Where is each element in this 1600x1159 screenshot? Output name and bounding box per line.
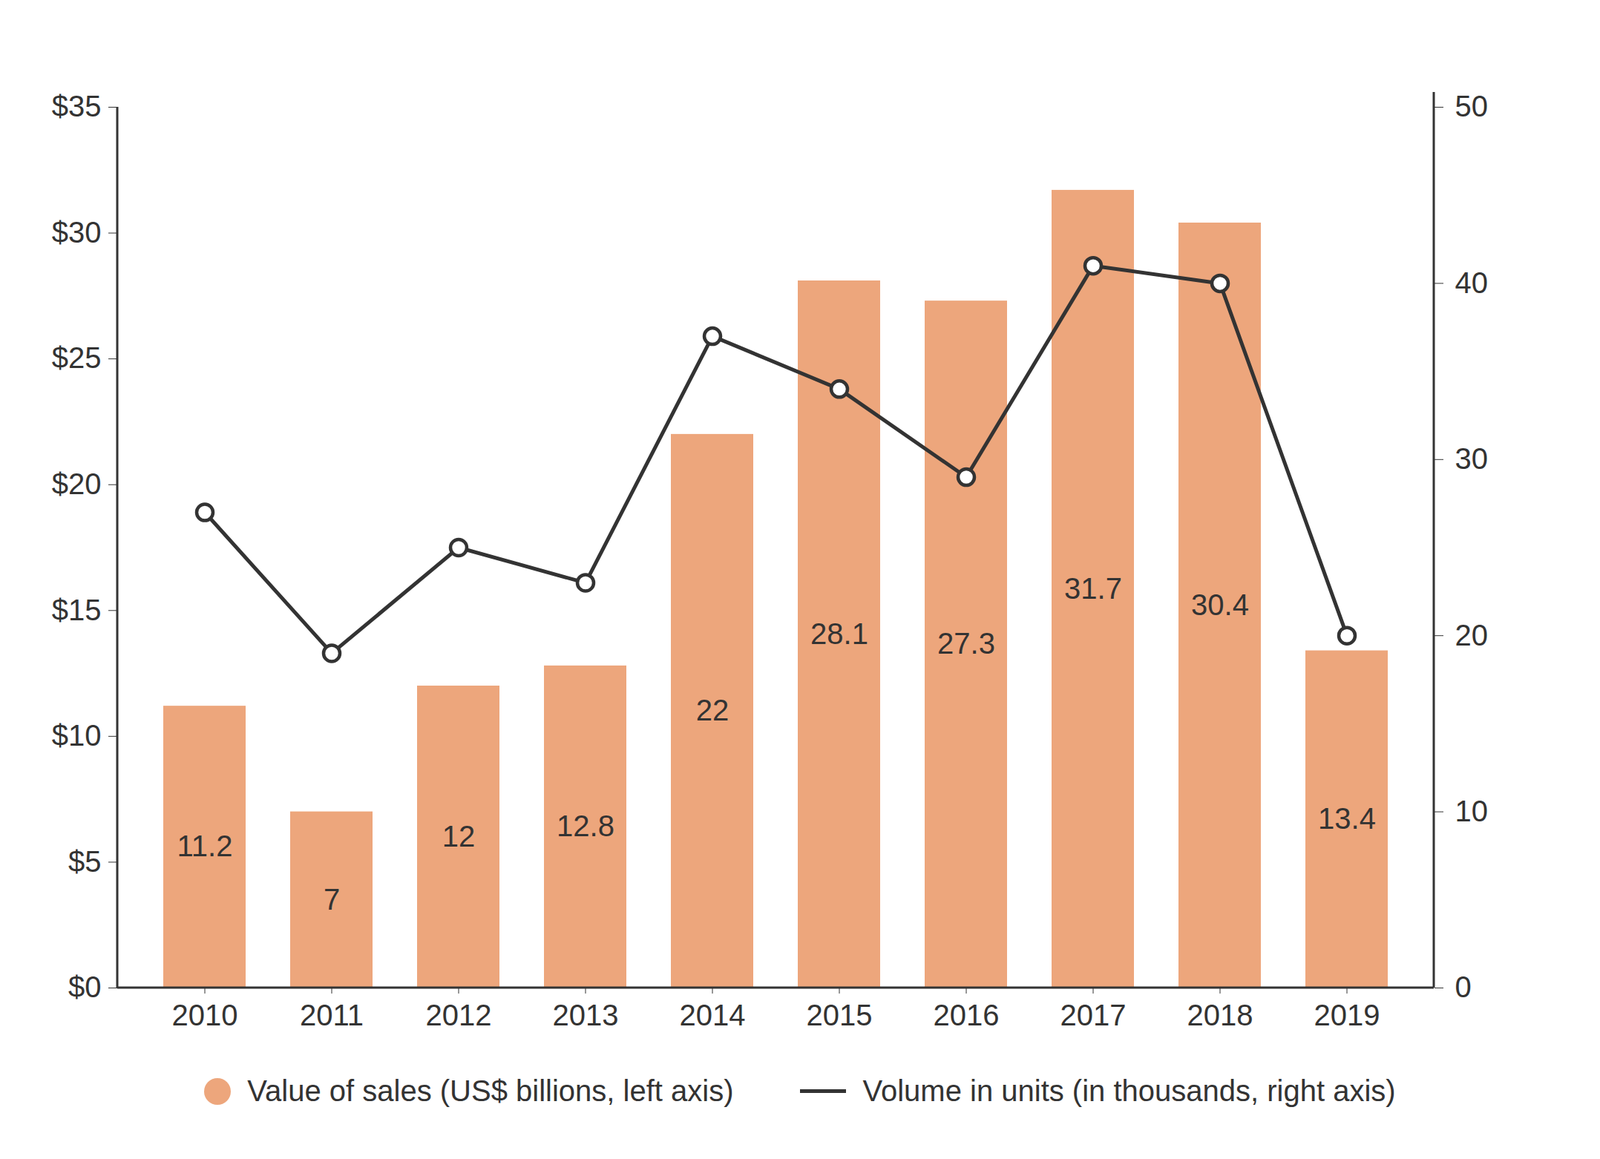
svg-text:0: 0 bbox=[1455, 970, 1472, 1004]
svg-text:2015: 2015 bbox=[806, 998, 873, 1032]
svg-text:2018: 2018 bbox=[1187, 998, 1254, 1032]
svg-text:$20: $20 bbox=[51, 467, 102, 501]
svg-text:28.1: 28.1 bbox=[810, 617, 869, 651]
svg-text:2017: 2017 bbox=[1060, 998, 1127, 1032]
svg-text:2011: 2011 bbox=[299, 998, 364, 1032]
svg-text:$0: $0 bbox=[68, 970, 102, 1004]
svg-text:$15: $15 bbox=[51, 593, 102, 627]
svg-text:2010: 2010 bbox=[172, 998, 239, 1032]
svg-text:$5: $5 bbox=[68, 845, 102, 878]
svg-text:12: 12 bbox=[442, 820, 476, 853]
svg-text:30: 30 bbox=[1455, 442, 1489, 475]
svg-text:31.7: 31.7 bbox=[1064, 572, 1123, 605]
svg-text:11.2: 11.2 bbox=[177, 829, 234, 863]
svg-text:2014: 2014 bbox=[679, 998, 746, 1032]
svg-text:22: 22 bbox=[696, 693, 730, 727]
svg-text:30.4: 30.4 bbox=[1191, 588, 1249, 622]
svg-text:20: 20 bbox=[1455, 618, 1489, 652]
svg-text:$10: $10 bbox=[51, 719, 102, 752]
svg-text:2019: 2019 bbox=[1314, 998, 1381, 1032]
svg-text:13.4: 13.4 bbox=[1317, 802, 1376, 835]
svg-text:$25: $25 bbox=[51, 341, 102, 375]
svg-text:10: 10 bbox=[1455, 794, 1489, 828]
svg-text:50: 50 bbox=[1455, 89, 1489, 123]
svg-text:27.3: 27.3 bbox=[937, 627, 996, 660]
svg-text:2016: 2016 bbox=[933, 998, 1000, 1032]
html-text:Volume in units (in thousands,: Volume in units (in thousands, right axi… bbox=[862, 1074, 1396, 1108]
svg-text:7: 7 bbox=[323, 883, 340, 916]
svg-text:40: 40 bbox=[1455, 266, 1489, 300]
svg-text:2012: 2012 bbox=[425, 998, 493, 1032]
html-text:Value of sales (US$ billions,: Value of sales (US$ billions, left axis) bbox=[247, 1074, 734, 1108]
svg-text:$35: $35 bbox=[51, 89, 102, 123]
svg-text:$30: $30 bbox=[51, 215, 102, 249]
svg-text:2013: 2013 bbox=[552, 998, 619, 1032]
svg-text:12.8: 12.8 bbox=[556, 809, 615, 843]
